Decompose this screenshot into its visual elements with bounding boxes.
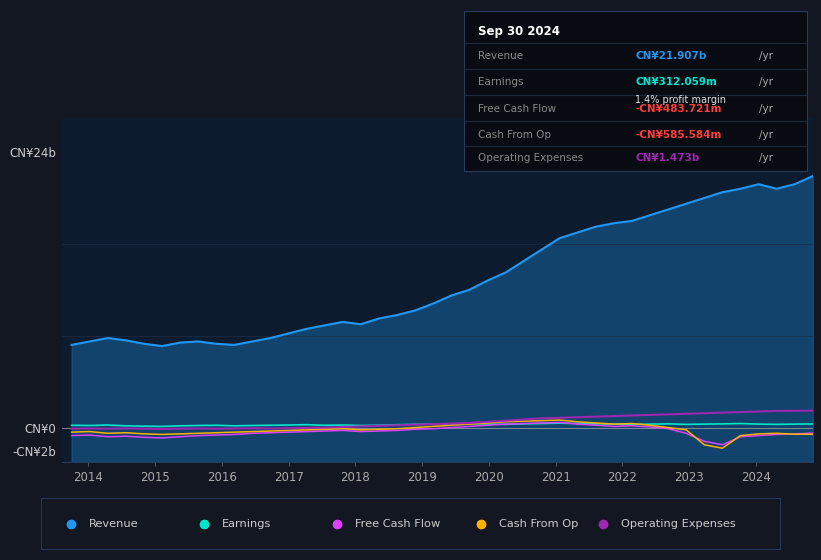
Text: Operating Expenses: Operating Expenses xyxy=(478,153,583,163)
Text: Revenue: Revenue xyxy=(89,519,139,529)
Text: /yr: /yr xyxy=(759,104,773,114)
Text: Free Cash Flow: Free Cash Flow xyxy=(478,104,556,114)
Text: /yr: /yr xyxy=(759,130,773,140)
Text: Cash From Op: Cash From Op xyxy=(499,519,579,529)
Text: Earnings: Earnings xyxy=(222,519,272,529)
Text: -CN¥483.721m: -CN¥483.721m xyxy=(635,104,722,114)
Text: /yr: /yr xyxy=(759,77,773,87)
Text: Sep 30 2024: Sep 30 2024 xyxy=(478,25,560,39)
Text: Cash From Op: Cash From Op xyxy=(478,130,551,140)
Text: Revenue: Revenue xyxy=(478,51,523,61)
Text: CN¥1.473b: CN¥1.473b xyxy=(635,153,699,163)
Text: CN¥21.907b: CN¥21.907b xyxy=(635,51,707,61)
Text: 1.4% profit margin: 1.4% profit margin xyxy=(635,95,727,105)
Text: CN¥312.059m: CN¥312.059m xyxy=(635,77,718,87)
Text: Operating Expenses: Operating Expenses xyxy=(621,519,736,529)
Text: -CN¥585.584m: -CN¥585.584m xyxy=(635,130,722,140)
Text: /yr: /yr xyxy=(759,153,773,163)
Text: Free Cash Flow: Free Cash Flow xyxy=(355,519,440,529)
Text: Earnings: Earnings xyxy=(478,77,523,87)
Text: /yr: /yr xyxy=(759,51,773,61)
